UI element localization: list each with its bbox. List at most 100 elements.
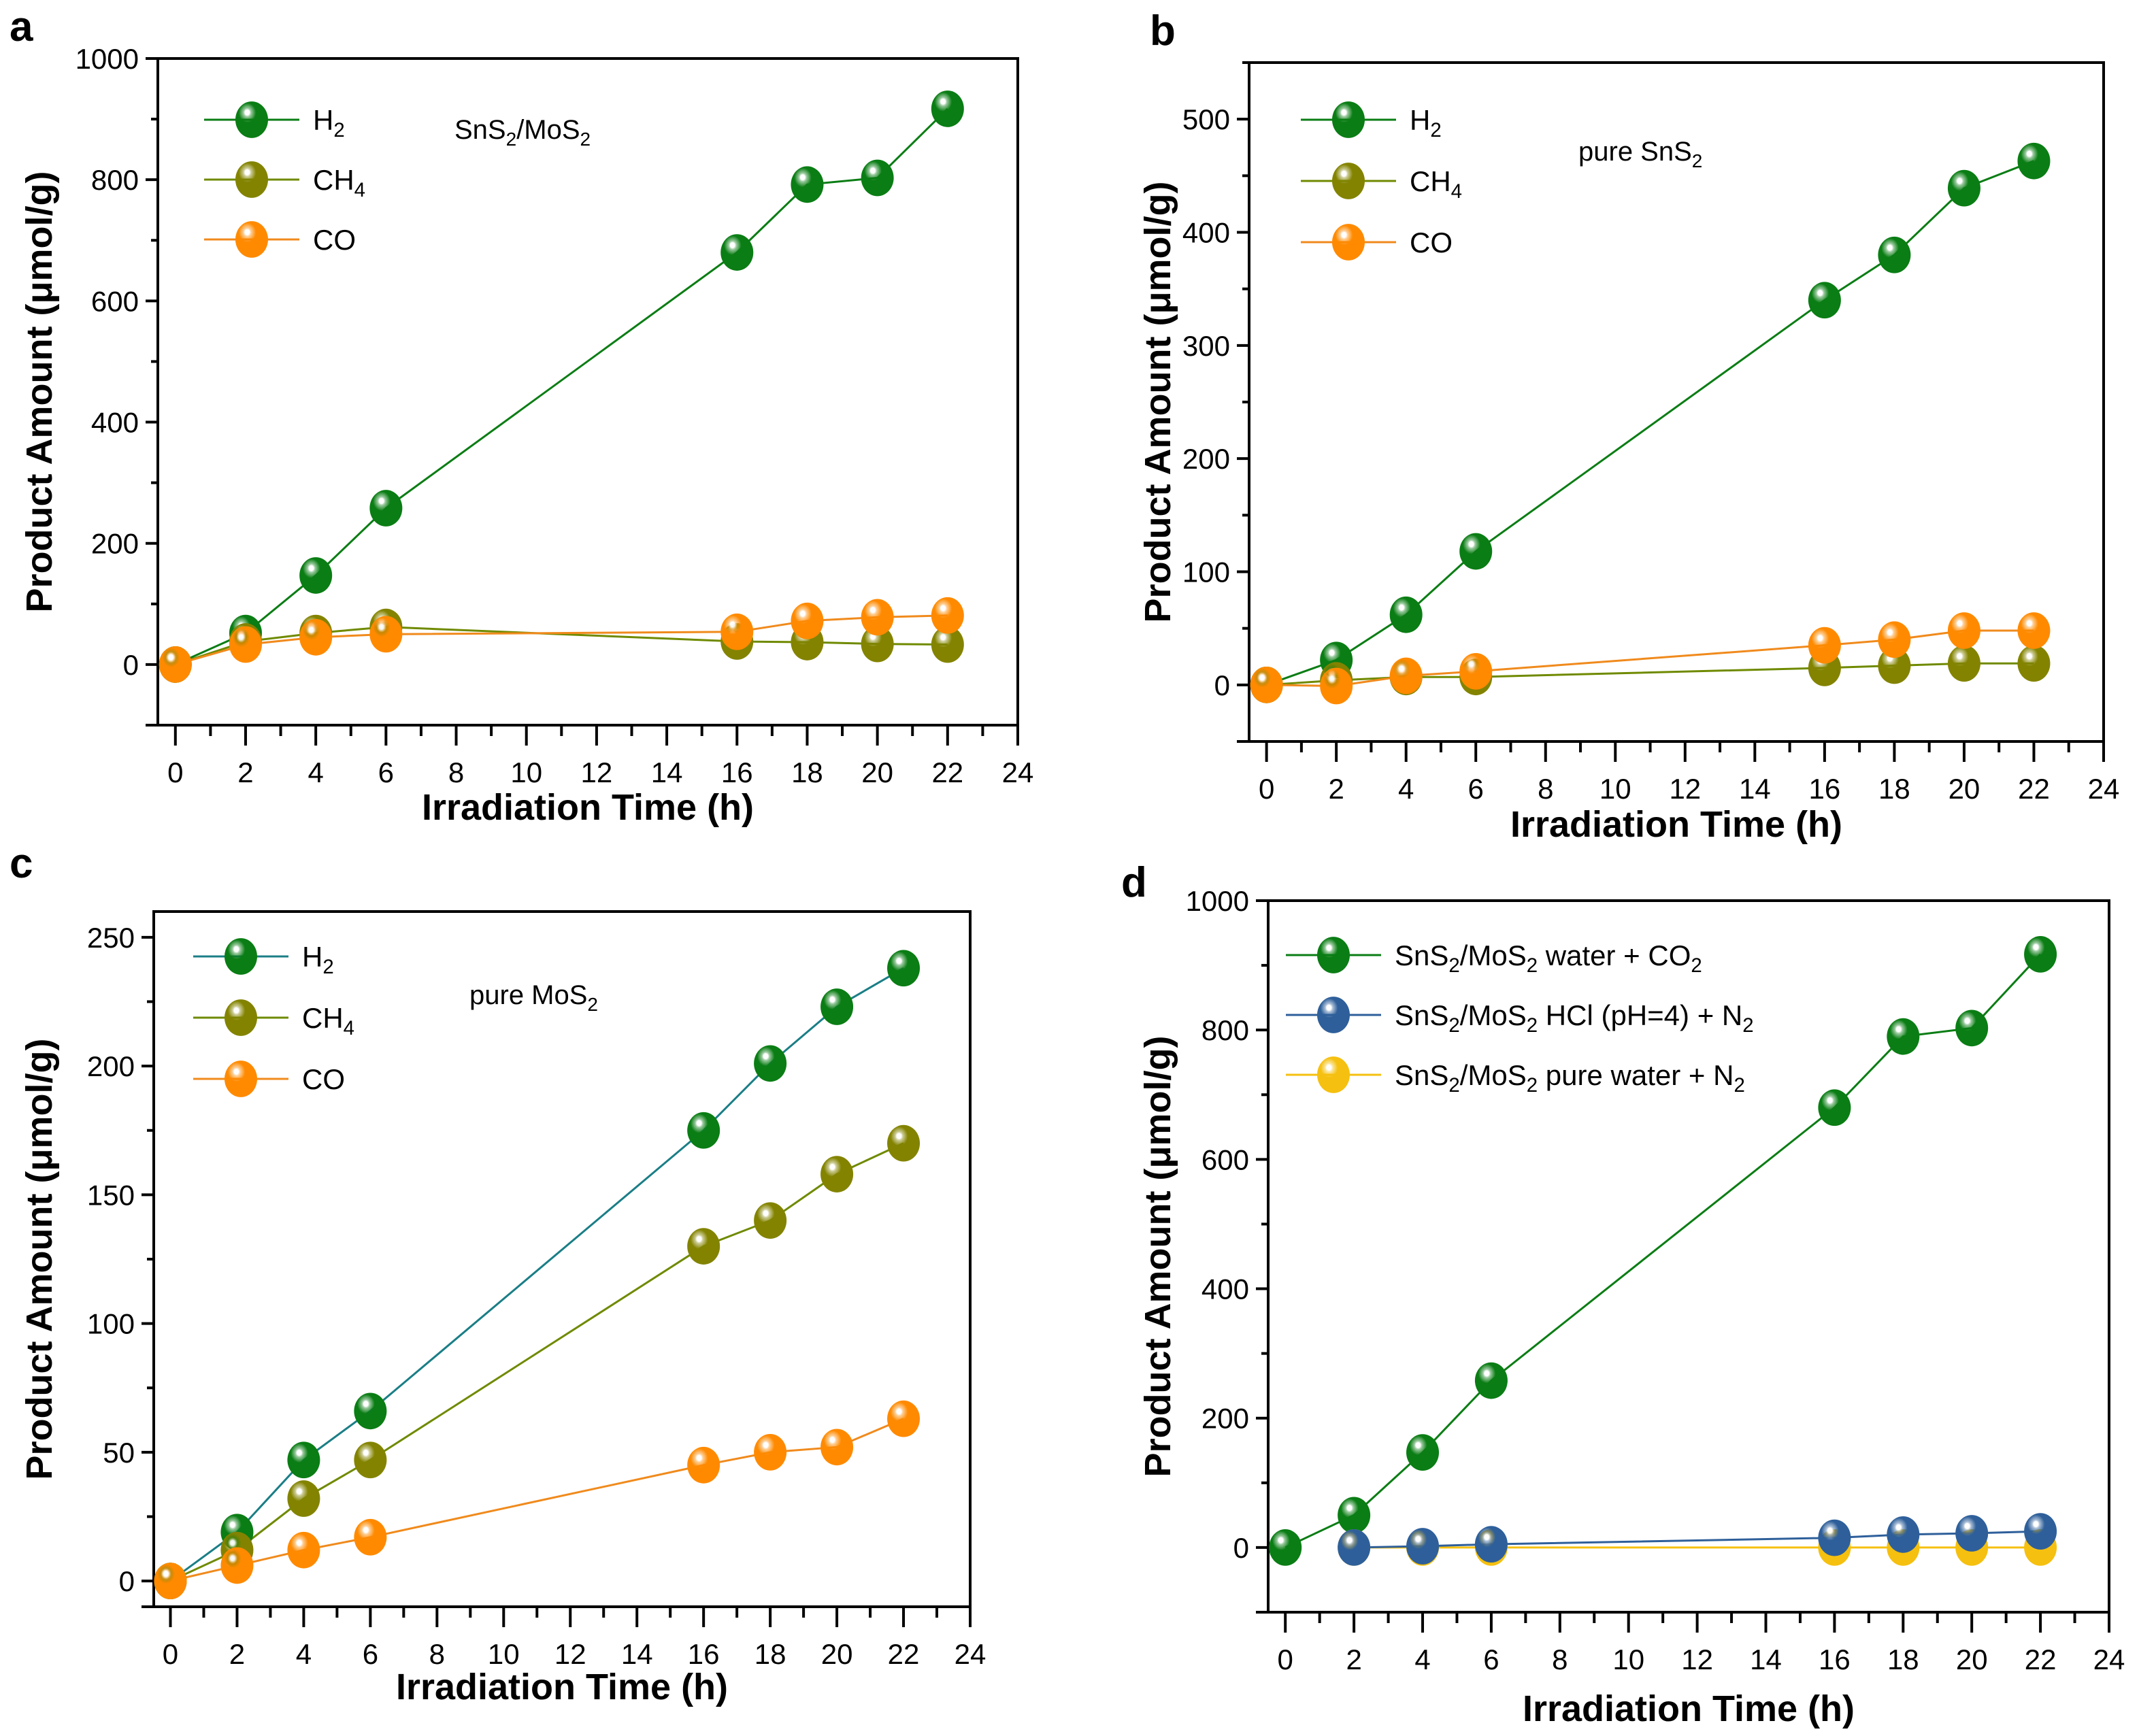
data-point	[1808, 282, 1841, 319]
sample-annotation: pure MoS2	[469, 980, 598, 1015]
x-tick-label: 20	[861, 756, 893, 788]
x-tick-label: 6	[1483, 1643, 1499, 1675]
data-point	[820, 988, 854, 1025]
plot-frame	[1267, 899, 2110, 1614]
data-point	[1955, 1009, 1989, 1047]
legend-label: CH4	[302, 1002, 354, 1039]
data-point	[2024, 1513, 2057, 1550]
x-tick-label: 2	[229, 1638, 245, 1670]
x-axis: 0 2 4 6 8 10 12 14 16 18 20 22 24	[167, 725, 1033, 788]
x-tick-label: 12	[554, 1638, 586, 1670]
data-point	[2017, 142, 2051, 180]
y-tick-label: 100	[1182, 556, 1230, 588]
x-tick-label: 22	[2025, 1643, 2057, 1675]
y-axis-title: Product Amount (μmol/g)	[19, 1039, 60, 1480]
series-markers-sns2-mos2-water-co2	[1269, 936, 2057, 1566]
x-tick-label: 16	[1819, 1643, 1851, 1675]
x-tick-label: 20	[1949, 773, 1980, 805]
y-tick-label: 400	[1182, 217, 1230, 249]
legend: H2 CH4 CO	[193, 938, 354, 1097]
x-tick-label: 4	[1414, 1643, 1430, 1675]
x-axis: 0 2 4 6 8 10 12 14 16 18 20 22 24	[1278, 1612, 2125, 1675]
data-point	[1474, 1362, 1508, 1399]
x-tick-label: 22	[888, 1638, 920, 1670]
legend-item: SnS2/MoS2 pure water + N2	[1286, 1056, 1745, 1097]
legend-item: H2	[204, 101, 345, 141]
y-tick-label: 100	[87, 1308, 135, 1340]
data-point	[354, 1441, 387, 1479]
panel-label: b	[1150, 7, 1176, 54]
data-point	[1338, 1529, 1371, 1566]
legend-marker	[225, 1061, 257, 1097]
y-tick-label: 250	[87, 922, 135, 954]
y-tick-label: 150	[87, 1179, 135, 1211]
data-point	[754, 1434, 787, 1471]
data-point	[354, 1392, 387, 1430]
y-tick-label: 800	[1201, 1014, 1249, 1046]
x-axis-title: Irradiation Time (h)	[396, 1667, 728, 1707]
data-point	[720, 234, 754, 271]
data-point	[287, 1480, 320, 1517]
x-tick-label: 20	[1956, 1643, 1988, 1675]
y-tick-label: 0	[123, 649, 139, 681]
sample-annotation: SnS2/MoS2	[454, 115, 591, 150]
x-tick-label: 18	[791, 756, 823, 788]
x-tick-label: 4	[296, 1638, 312, 1670]
legend-marker	[235, 161, 268, 198]
data-point	[861, 159, 894, 197]
data-point	[791, 602, 824, 639]
x-tick-label: 6	[378, 756, 394, 788]
data-point	[1320, 667, 1353, 705]
data-point	[1947, 612, 1980, 649]
legend-label: SnS2/MoS2 water + CO2	[1395, 939, 1702, 977]
x-tick-label: 24	[955, 1638, 986, 1670]
series-line-h2	[169, 967, 904, 1582]
panel-label: c	[10, 840, 33, 887]
series-line-co	[175, 614, 948, 666]
data-point	[687, 1446, 720, 1484]
legend-item: CH4	[193, 999, 354, 1039]
x-tick-label: 18	[1878, 773, 1910, 805]
x-tick-label: 16	[1809, 773, 1841, 805]
x-tick-label: 0	[163, 1638, 178, 1670]
data-point	[287, 1531, 320, 1569]
x-tick-label: 22	[2018, 773, 2050, 805]
legend-marker	[1332, 224, 1365, 261]
x-tick-label: 2	[1346, 1643, 1361, 1675]
legend-marker	[1317, 997, 1350, 1033]
data-point	[1887, 1018, 1920, 1055]
y-axis-title: Product Amount (μmol/g)	[19, 171, 60, 613]
data-point	[861, 599, 894, 636]
data-point	[861, 625, 894, 663]
x-axis-title: Irradiation Time (h)	[422, 787, 754, 828]
x-tick-label: 12	[1681, 1643, 1713, 1675]
series-line-h2	[175, 107, 948, 666]
data-point	[2024, 936, 2057, 973]
x-tick-label: 12	[1669, 773, 1701, 805]
y-axis: 0 50 100 150 200 250	[87, 922, 154, 1608]
x-tick-label: 0	[167, 756, 183, 788]
data-point	[287, 1441, 320, 1479]
panel-label: a	[10, 3, 33, 50]
legend-label: CO	[313, 224, 356, 256]
data-point	[1878, 236, 1911, 273]
y-tick-label: 1000	[76, 43, 139, 75]
x-tick-label: 6	[363, 1638, 378, 1670]
y-tick-label: 500	[1182, 103, 1230, 135]
x-tick-label: 10	[510, 756, 542, 788]
y-tick-label: 600	[1201, 1144, 1249, 1175]
data-point	[1808, 627, 1841, 664]
data-point	[1947, 169, 1980, 207]
legend-item: CH4	[204, 161, 365, 201]
x-axis-title: Irradiation Time (h)	[1523, 1688, 1855, 1729]
y-tick-label: 600	[91, 285, 139, 317]
legend: H2 CH4 CO	[1301, 101, 1462, 261]
y-tick-label: 0	[1214, 669, 1230, 701]
legend-label: CO	[302, 1063, 345, 1095]
data-point	[791, 166, 824, 203]
x-tick-label: 14	[621, 1638, 653, 1670]
legend-label: H2	[313, 104, 345, 141]
data-point	[1269, 1529, 1302, 1566]
